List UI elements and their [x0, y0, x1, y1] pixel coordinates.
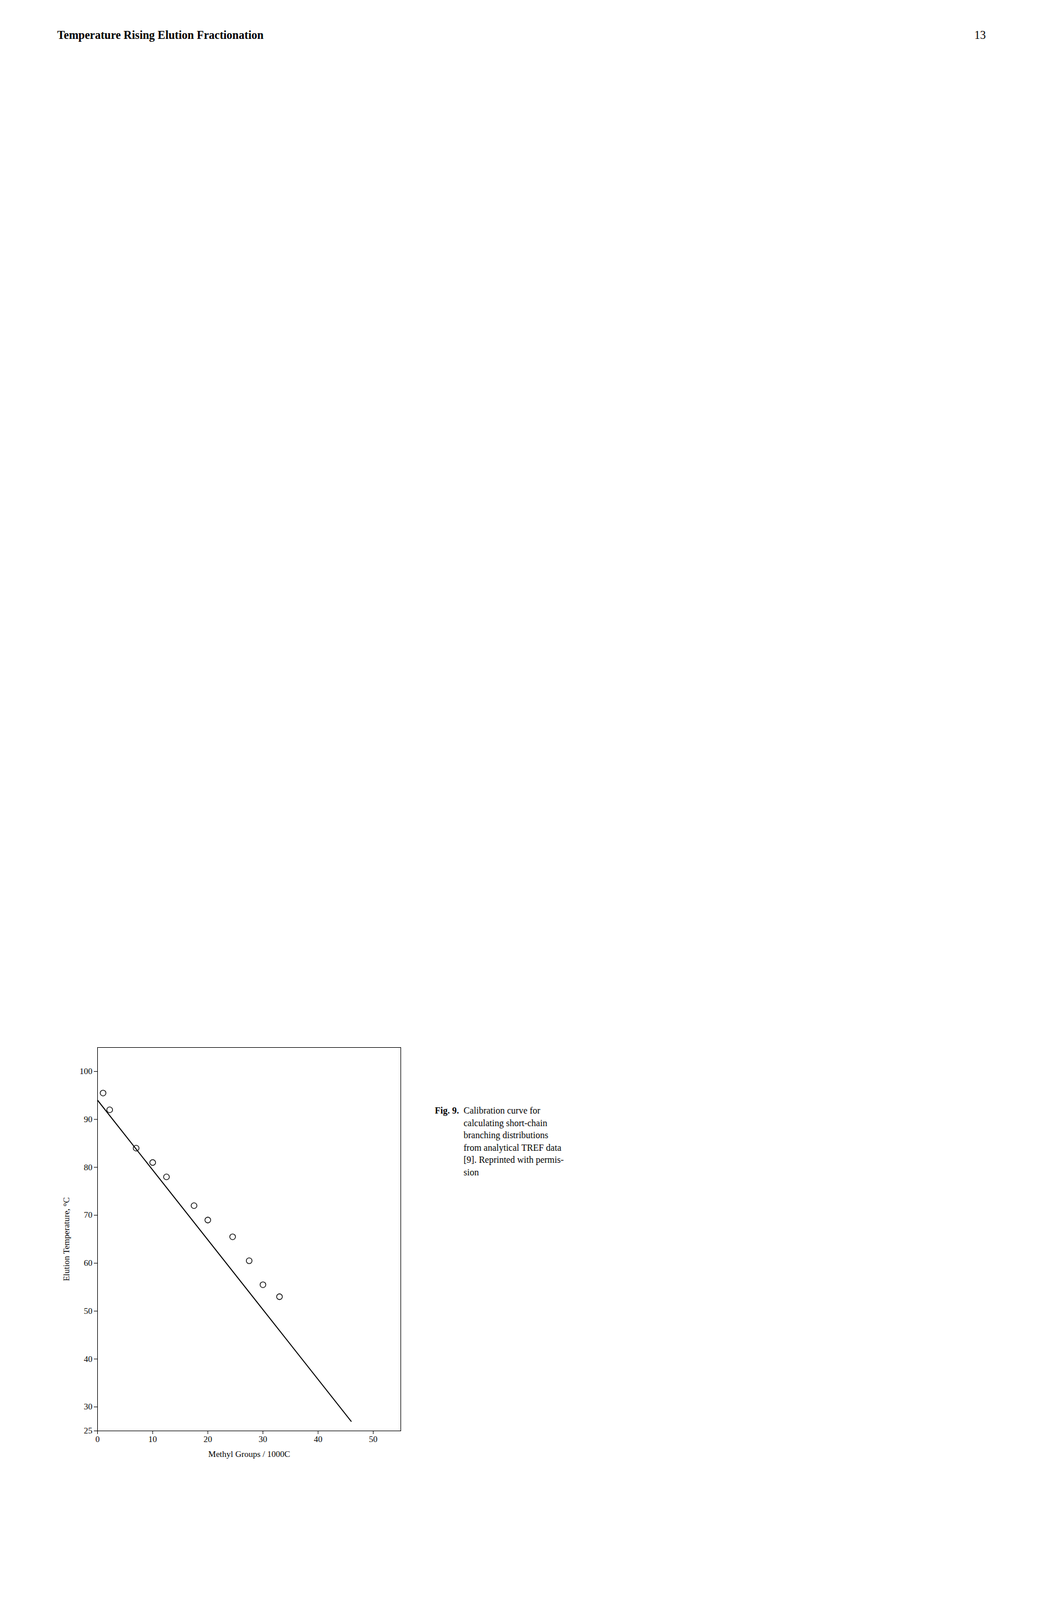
svg-text:60: 60	[84, 1258, 93, 1268]
svg-text:0: 0	[95, 1434, 101, 1444]
svg-text:70: 70	[84, 1210, 93, 1220]
svg-text:30: 30	[84, 1401, 93, 1411]
html-text:Fig. 9.: Fig. 9.	[434, 1105, 459, 1116]
svg-text:30: 30	[258, 1434, 268, 1444]
svg-text:Elution Temperature, °C: Elution Temperature, °C	[61, 1196, 71, 1282]
svg-text:20: 20	[203, 1434, 213, 1444]
svg-text:25: 25	[84, 1425, 93, 1435]
svg-text:80: 80	[84, 1162, 93, 1172]
svg-text:50: 50	[369, 1434, 378, 1444]
html-text:Temperature Rising Elution Fra: Temperature Rising Elution Fractionation	[57, 28, 264, 42]
svg-text:50: 50	[84, 1306, 93, 1316]
svg-text:10: 10	[148, 1434, 157, 1444]
svg-text:40: 40	[313, 1434, 323, 1444]
svg-text:100: 100	[79, 1066, 93, 1076]
svg-text:Methyl Groups / 1000C: Methyl Groups / 1000C	[208, 1449, 291, 1459]
html-text:Calibration curve for calculat: Calibration curve for calculating short-…	[463, 1105, 564, 1177]
svg-text:40: 40	[84, 1354, 93, 1364]
svg-text:90: 90	[84, 1114, 93, 1124]
html-text:13: 13	[974, 28, 986, 42]
